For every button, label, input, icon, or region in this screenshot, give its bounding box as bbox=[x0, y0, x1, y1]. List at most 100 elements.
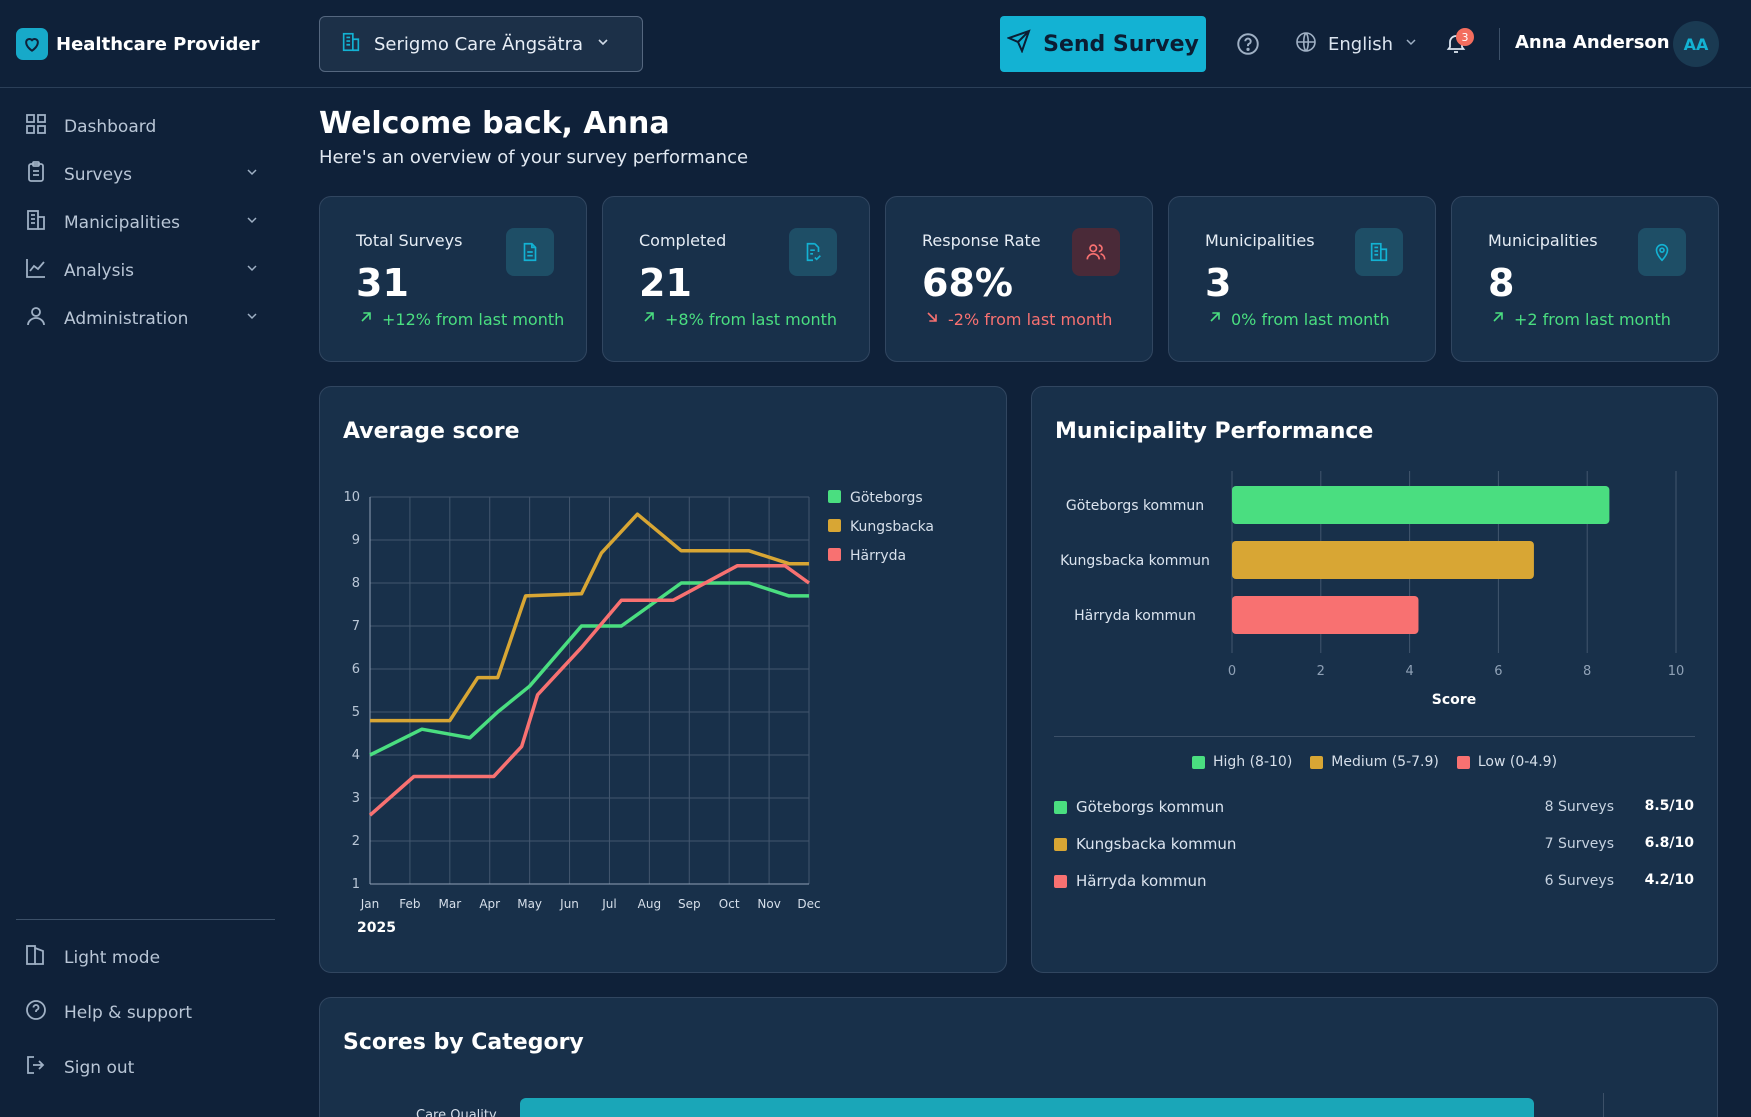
light-mode-icon bbox=[24, 943, 48, 972]
x-axis-label: 2025 bbox=[357, 920, 396, 936]
brand-name: Healthcare Provider bbox=[56, 33, 260, 55]
chart-title: Average score bbox=[343, 419, 520, 444]
series-line bbox=[368, 564, 811, 817]
series-line bbox=[370, 512, 809, 723]
language-select[interactable]: English bbox=[1294, 30, 1419, 59]
y-tick-label: 5 bbox=[352, 705, 360, 720]
muni-name: Göteborgs kommun bbox=[1054, 798, 1224, 816]
help-icon bbox=[24, 998, 48, 1027]
stat-card-response-rate: Response Rate 68% -2% from last month bbox=[885, 196, 1153, 362]
stat-card-total-surveys: Total Surveys 31 +12% from last month bbox=[319, 196, 587, 362]
user-name[interactable]: Anna Anderson bbox=[1515, 32, 1670, 53]
legend-item: Medium (5-7.9) bbox=[1310, 754, 1439, 770]
y-tick-label: 4 bbox=[352, 748, 360, 763]
municipality-performance-panel: Municipality Performance 0 2 4 6 8 10 Score Göt… bbox=[1031, 386, 1718, 973]
list-item[interactable]: Göteborgs kommun 8 Surveys 8.5/10 bbox=[1054, 798, 1694, 820]
heart-icon bbox=[16, 28, 48, 60]
stat-change: +12% from last month bbox=[358, 309, 564, 329]
x-tick-label: 10 bbox=[1668, 664, 1685, 679]
stat-change-text: 0% from last month bbox=[1231, 309, 1390, 329]
x-tick-label: May bbox=[517, 897, 542, 911]
globe-icon bbox=[1294, 30, 1318, 59]
y-tick-label: 9 bbox=[352, 533, 360, 548]
legend-item: Low (0-4.9) bbox=[1456, 754, 1557, 770]
bar bbox=[1232, 541, 1534, 579]
sidebar-item-label: Help & support bbox=[64, 1002, 193, 1023]
stat-change-text: +8% from last month bbox=[665, 309, 838, 329]
status-swatch bbox=[1054, 800, 1067, 814]
x-tick-label: Apr bbox=[479, 897, 500, 911]
x-tick-label: 2 bbox=[1317, 664, 1325, 679]
stat-value: 21 bbox=[639, 261, 692, 305]
organization-select[interactable]: Serigmo Care Ängsätra bbox=[319, 16, 643, 72]
category-bar bbox=[520, 1098, 1534, 1117]
sidebar-item-label: Surveys bbox=[64, 164, 132, 185]
stat-value: 8 bbox=[1488, 261, 1515, 305]
x-tick-label: 8 bbox=[1583, 664, 1591, 679]
grid-line bbox=[1603, 1093, 1604, 1117]
list-item[interactable]: Kungsbacka kommun 7 Surveys 6.8/10 bbox=[1054, 835, 1694, 857]
x-tick-label: Jan bbox=[360, 897, 380, 911]
list-item[interactable]: Härryda kommun 6 Surveys 4.2/10 bbox=[1054, 872, 1694, 894]
y-tick-label: Kungsbacka kommun bbox=[1060, 553, 1210, 569]
send-icon bbox=[1006, 29, 1031, 59]
x-tick-label: Nov bbox=[757, 897, 780, 911]
stat-value: 31 bbox=[356, 261, 409, 305]
send-survey-button[interactable]: Send Survey bbox=[1000, 16, 1206, 72]
legend-label: High (8-10) bbox=[1212, 754, 1293, 770]
help-icon[interactable] bbox=[1235, 31, 1261, 61]
x-tick-label: Aug bbox=[638, 897, 661, 911]
sidebar-item-label: Dashboard bbox=[64, 116, 157, 137]
y-tick-label: 2 bbox=[352, 834, 360, 849]
brand-logo[interactable]: Healthcare Provider bbox=[16, 28, 259, 60]
chart-title: Municipality Performance bbox=[1055, 419, 1374, 444]
status-swatch bbox=[1054, 874, 1067, 888]
panel-divider bbox=[1054, 736, 1695, 737]
avatar[interactable]: AA bbox=[1673, 21, 1719, 67]
organization-select-value: Serigmo Care Ängsätra bbox=[374, 33, 584, 55]
stat-card-municipalities: Municipalities 3 0% from last month bbox=[1168, 196, 1436, 362]
x-tick-label: 0 bbox=[1228, 664, 1236, 679]
legend-swatch bbox=[828, 490, 841, 503]
legend-label: Härryda bbox=[850, 548, 906, 564]
y-tick-label: 10 bbox=[343, 490, 360, 505]
stat-change-text: +12% from last month bbox=[382, 309, 565, 329]
sidebar-item-help[interactable]: Help & support bbox=[24, 998, 260, 1027]
status-swatch bbox=[1054, 837, 1067, 851]
chevron-down-icon bbox=[595, 34, 611, 55]
stat-title: Response Rate bbox=[922, 231, 1041, 250]
sidebar-item-dashboard[interactable]: Dashboard bbox=[24, 112, 260, 141]
line-chart: 1 2 3 4 5 6 7 8 9 10 Jan Feb Mar Apr May Jun Jul Aug Sep Oc… bbox=[343, 490, 934, 936]
y-tick-label: 6 bbox=[352, 662, 360, 677]
notification-badge: 3 bbox=[1456, 28, 1474, 46]
survey-count: 6 Surveys bbox=[1544, 873, 1614, 889]
muni-name-text: Kungsbacka kommun bbox=[1076, 835, 1237, 853]
stat-title: Municipalities bbox=[1205, 231, 1315, 250]
sidebar-item-surveys[interactable]: Surveys bbox=[24, 160, 260, 189]
top-bar: Healthcare Provider Serigmo Care Ängsätr… bbox=[0, 0, 1751, 88]
x-tick-label: 4 bbox=[1405, 664, 1413, 679]
legend-swatch bbox=[828, 548, 841, 561]
legend-label: Kungsbacka bbox=[850, 519, 934, 535]
sidebar-item-administration[interactable]: Administration bbox=[24, 304, 260, 333]
legend-swatch bbox=[828, 519, 841, 532]
document-icon bbox=[506, 228, 554, 276]
muni-name: Kungsbacka kommun bbox=[1054, 835, 1236, 853]
scores-by-category-panel: Scores by Category Care Quality bbox=[319, 997, 1718, 1117]
document-check-icon bbox=[789, 228, 837, 276]
muni-name-text: Göteborgs kommun bbox=[1076, 798, 1225, 816]
legend-swatch bbox=[1310, 755, 1324, 769]
stat-change-text: -2% from last month bbox=[948, 309, 1113, 329]
y-tick-label: 7 bbox=[352, 619, 360, 634]
sidebar-item-analysis[interactable]: Analysis bbox=[24, 256, 260, 285]
arrow-up-right-icon bbox=[1490, 309, 1506, 329]
page-subtitle: Here's an overview of your survey perfor… bbox=[319, 147, 749, 168]
sidebar-item-manicipalities[interactable]: Manicipalities bbox=[24, 208, 260, 237]
sidebar-item-light-mode[interactable]: Light mode bbox=[24, 943, 260, 972]
y-tick-label: Göteborgs kommun bbox=[1066, 498, 1204, 514]
y-tick-label: 3 bbox=[352, 791, 360, 806]
chevron-down-icon bbox=[244, 260, 260, 281]
muni-name: Härryda kommun bbox=[1054, 872, 1206, 890]
sidebar-item-sign-out[interactable]: Sign out bbox=[24, 1053, 260, 1082]
bar bbox=[1232, 596, 1419, 634]
